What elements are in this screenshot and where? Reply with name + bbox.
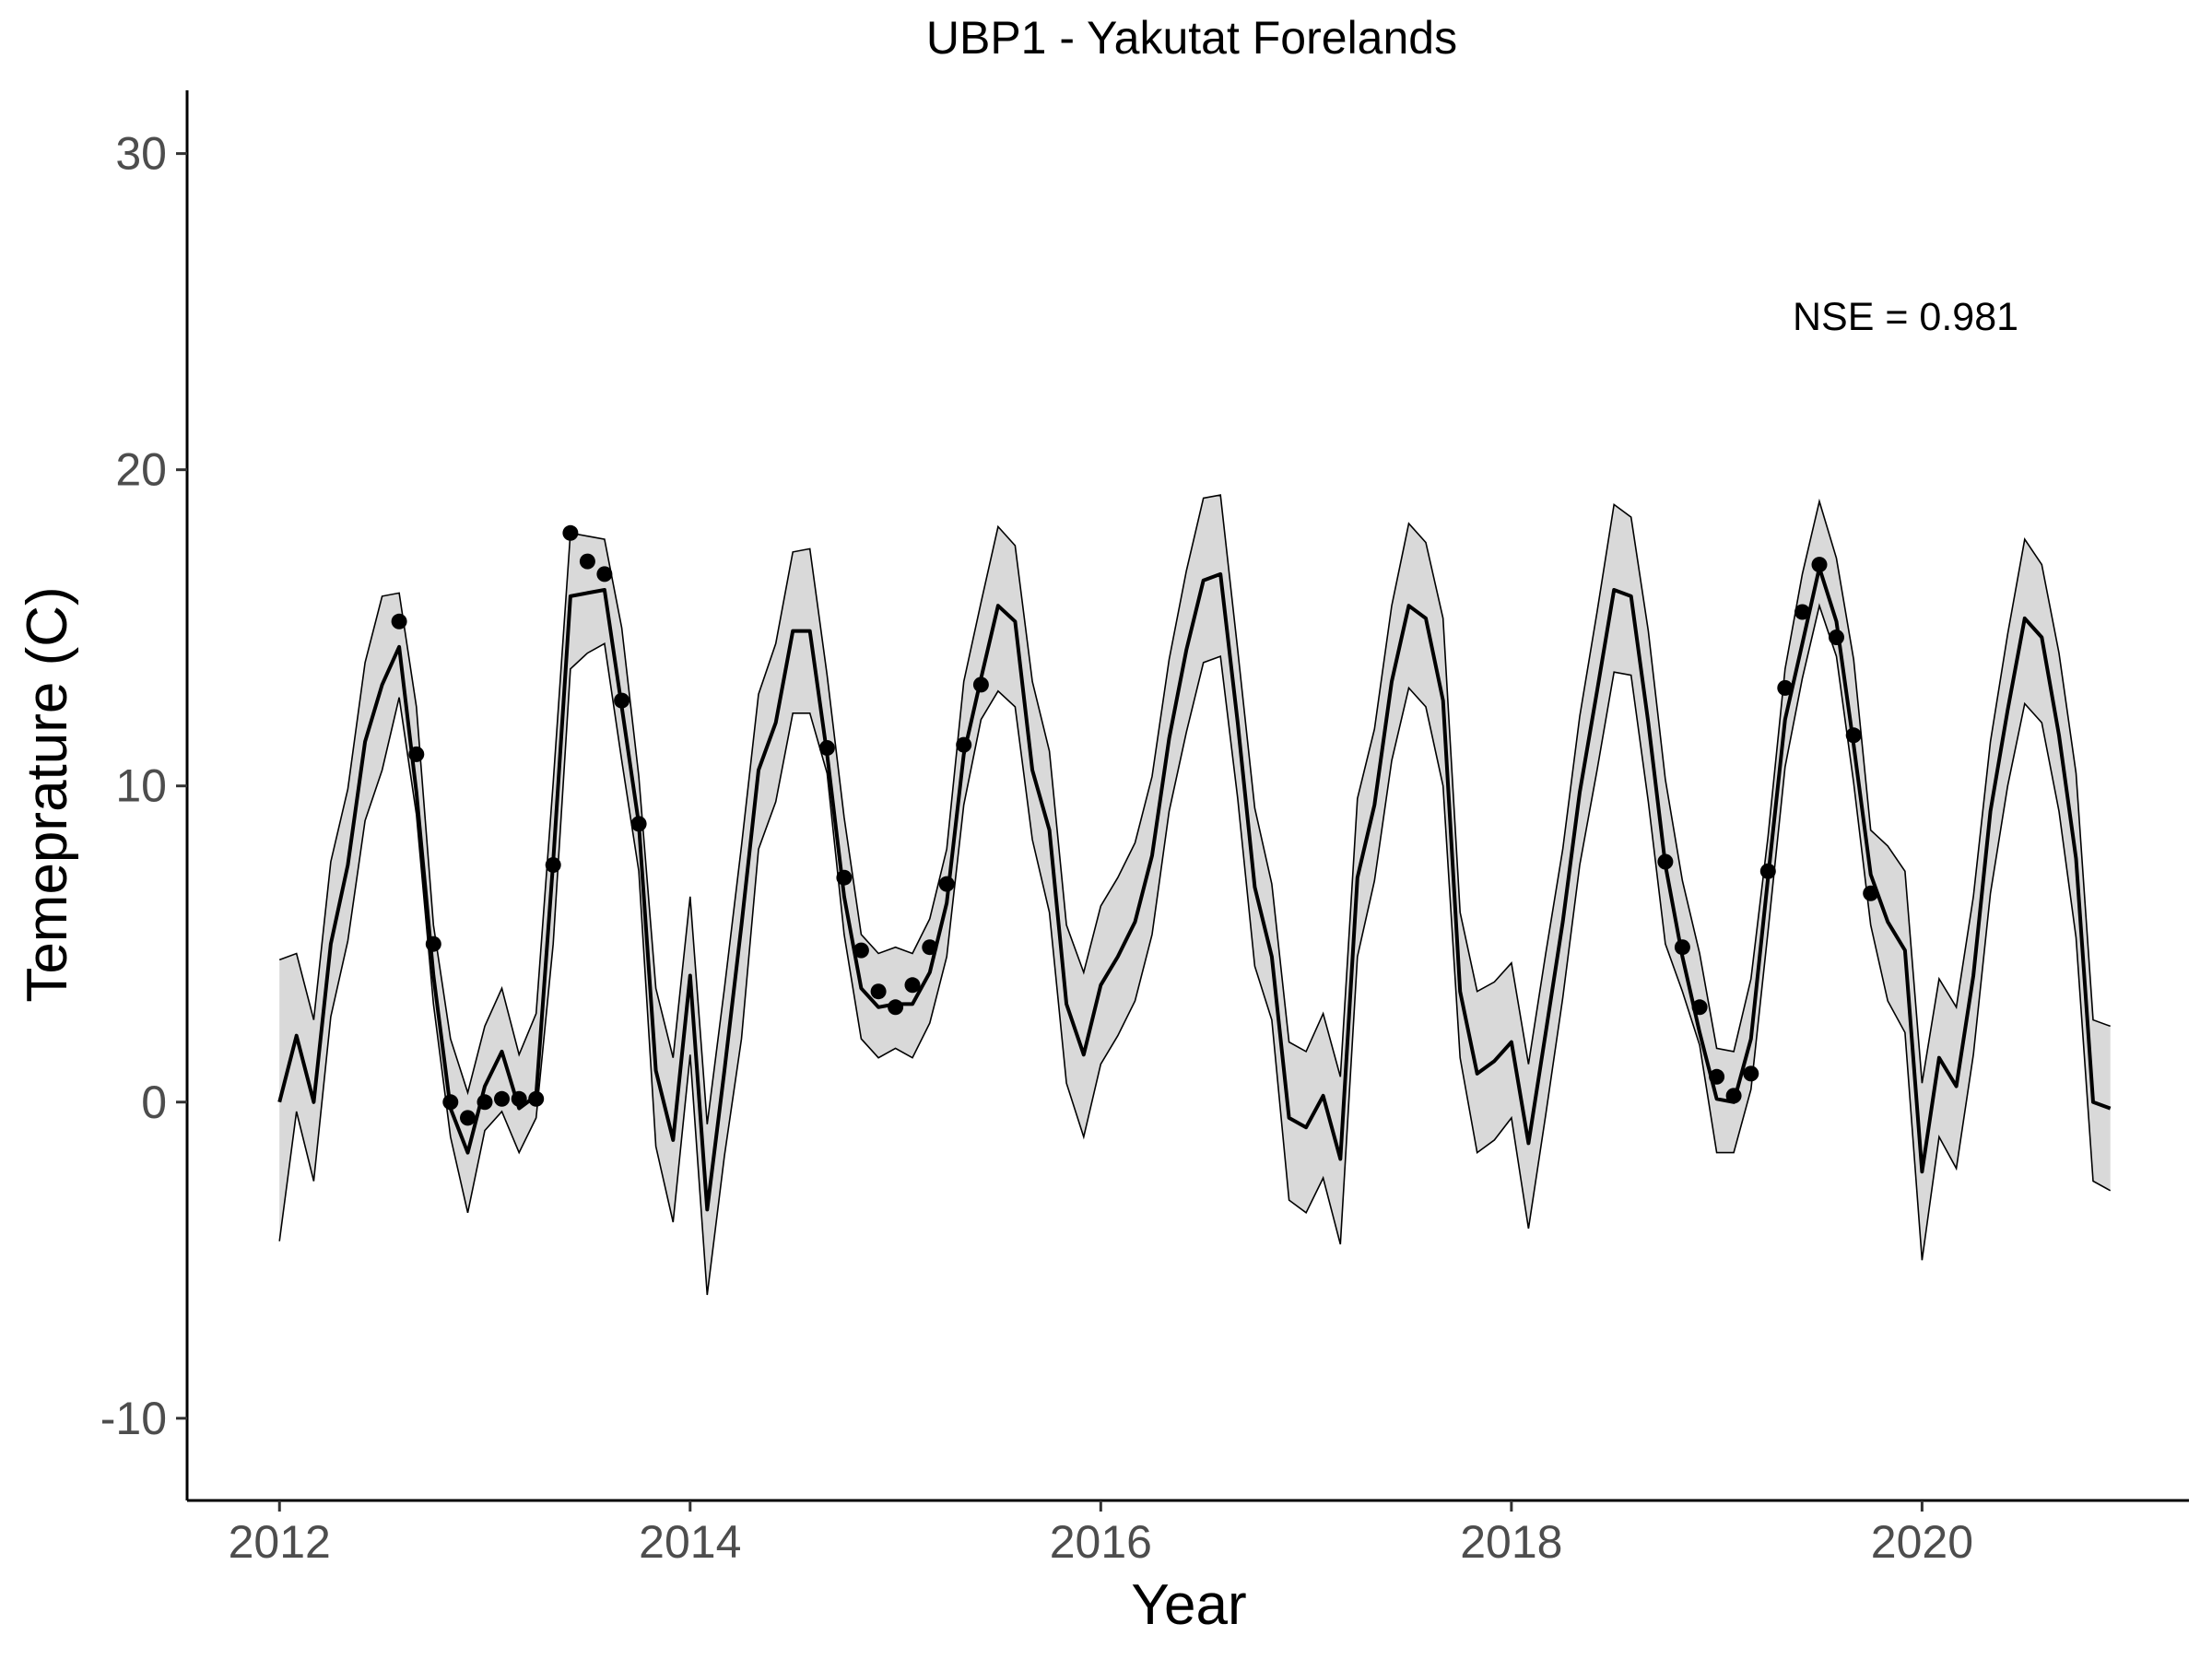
chart-title: UBP1 - Yakutat Forelands: [926, 12, 1457, 64]
observed-point: [1691, 999, 1708, 1016]
x-tick-label: 2020: [1871, 1516, 1973, 1568]
observed-point: [460, 1110, 476, 1126]
x-axis-title: Year: [1131, 1573, 1246, 1637]
observed-point: [408, 746, 425, 762]
confidence-band: [279, 495, 2111, 1295]
x-tick-label: 2012: [229, 1516, 331, 1568]
band-lower-edge: [278, 603, 2112, 1296]
observed-point: [853, 942, 869, 959]
y-axis-title: Temeprature (C): [16, 586, 79, 1002]
observed-point: [1777, 679, 1794, 696]
observed-point: [579, 553, 595, 570]
y-tick-label: 30: [115, 128, 167, 180]
y-tick-label: -10: [100, 1393, 167, 1444]
observed-point: [956, 736, 972, 753]
observed-point: [511, 1090, 527, 1107]
observed-point: [391, 613, 407, 629]
observed-point: [1794, 604, 1810, 620]
observed-point: [1845, 727, 1862, 744]
observed-point: [888, 999, 904, 1016]
observed-point: [938, 876, 955, 892]
observed-point: [972, 677, 989, 693]
y-tick-label: 20: [115, 444, 167, 496]
axis-ticks: -10 0 10 20 30 2012 2014 2016 2018 2020: [100, 128, 1973, 1568]
observed-point: [596, 566, 613, 582]
x-tick-label: 2014: [639, 1516, 741, 1568]
observed-point: [1811, 557, 1828, 573]
y-tick-label: 10: [115, 760, 167, 812]
observed-point: [1759, 863, 1776, 879]
plot-area: [277, 494, 2112, 1296]
observed-point: [630, 816, 647, 832]
observed-point: [528, 1090, 545, 1107]
y-tick-label: 0: [141, 1077, 167, 1128]
observed-point: [1829, 629, 1844, 645]
observed-point: [1743, 1065, 1759, 1082]
observed-point: [922, 939, 938, 956]
observed-point: [1657, 853, 1674, 870]
x-tick-label: 2016: [1050, 1516, 1152, 1568]
observed-point: [1674, 939, 1690, 956]
observed-point: [1709, 1068, 1725, 1085]
band-upper-edge: [278, 494, 2111, 1124]
x-tick-label: 2018: [1460, 1516, 1562, 1568]
observed-point: [1863, 885, 1879, 901]
predicted-line: [277, 566, 2112, 1212]
observed-point: [442, 1094, 459, 1111]
observed-point: [545, 857, 561, 873]
observed-point: [818, 740, 835, 756]
nse-annotation: NSE = 0.981: [1793, 295, 2018, 339]
observed-point: [494, 1090, 510, 1107]
observed-point: [870, 983, 887, 1000]
observed-point: [614, 692, 630, 709]
observed-point: [1725, 1088, 1742, 1104]
observed-point: [562, 524, 579, 541]
observed-point: [425, 935, 441, 952]
observed-point: [836, 869, 853, 886]
observed-point: [477, 1094, 493, 1111]
observed-point: [904, 977, 921, 994]
